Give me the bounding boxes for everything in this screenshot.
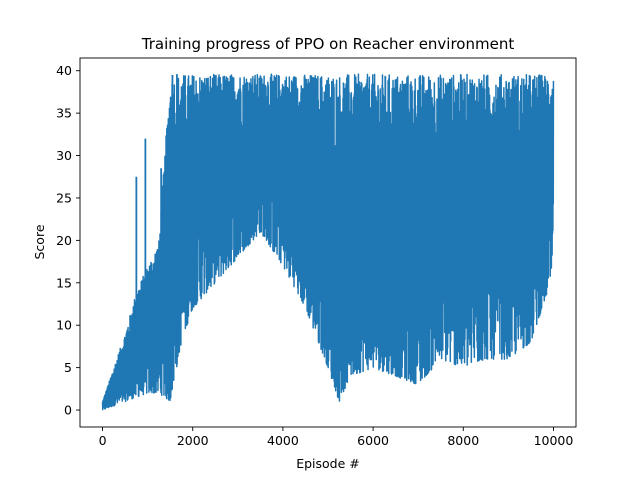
axes: 0 2000 4000 6000 8000 10000 0 5 10 15 20 25 30 35 40 [56,57,577,448]
x-tick-label: 6000 [357,433,389,448]
y-tick-label: 10 [56,318,72,333]
y-tick-label: 25 [56,190,72,205]
x-tick-label: 8000 [447,433,479,448]
y-tick-label: 5 [64,360,72,375]
y-tick-label: 30 [56,148,72,163]
x-tick-label: 2000 [177,433,209,448]
plot-area [101,73,555,411]
y-tick-label: 20 [56,233,72,248]
y-tick-label: 0 [64,403,72,418]
y-tick-label: 15 [56,275,72,290]
plot-frame [79,57,577,428]
y-tick-label: 35 [56,106,72,121]
y-axis-label: Score [32,224,47,259]
chart-title: Training progress of PPO on Reacher envi… [141,35,515,53]
y-tick-label: 40 [56,63,72,78]
x-tick-label: 10000 [534,433,574,448]
x-tick-label: 0 [99,433,107,448]
x-axis-label: Episode # [296,456,360,471]
x-tick-label: 4000 [267,433,299,448]
